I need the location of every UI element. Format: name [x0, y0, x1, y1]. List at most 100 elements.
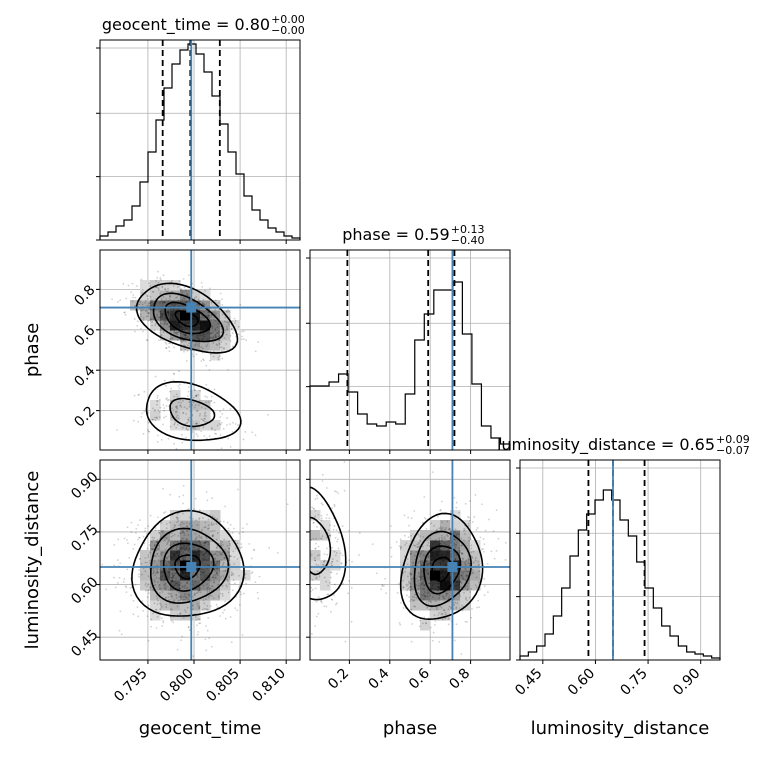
scatter-point-phase-vs-luminosity_distance [327, 584, 330, 587]
scatter-point-phase-vs-luminosity_distance [447, 544, 450, 547]
scatter-point-phase-vs-luminosity_distance [315, 542, 317, 545]
scatter-point-phase-vs-luminosity_distance [441, 577, 444, 580]
scatter-point-geocent_time-vs-luminosity_distance [234, 607, 237, 610]
scatter-point-geocent_time-vs-phase [175, 426, 178, 429]
contour-geocent_time-vs-phase-0-0 [174, 310, 199, 328]
scatter-point-phase-vs-luminosity_distance [440, 554, 443, 557]
density-cell-phase-vs-luminosity_distance [450, 540, 461, 551]
scatter-point-geocent_time-vs-luminosity_distance [164, 579, 167, 581]
scatter-point-geocent_time-vs-luminosity_distance [223, 609, 226, 612]
density-cell-geocent_time-vs-luminosity_distance [150, 580, 161, 591]
scatter-point-geocent_time-vs-phase [182, 340, 185, 342]
scatter-point-geocent_time-vs-phase [193, 297, 196, 299]
scatter-point-geocent_time-vs-luminosity_distance [195, 553, 197, 556]
scatter-point-geocent_time-vs-phase [172, 317, 174, 320]
scatter-point-geocent_time-vs-luminosity_distance [216, 562, 219, 564]
scatter-point-geocent_time-vs-phase [171, 321, 173, 324]
scatter-point-geocent_time-vs-luminosity_distance [187, 549, 190, 552]
scatter-point-geocent_time-vs-luminosity_distance [215, 572, 218, 575]
scatter-point-phase-vs-luminosity_distance [469, 538, 472, 541]
scatter-point-phase-vs-luminosity_distance [413, 544, 415, 547]
scatter-point-geocent_time-vs-phase [147, 421, 150, 424]
scatter-point-phase-vs-luminosity_distance [337, 547, 340, 550]
scatter-point-phase-vs-luminosity_distance [445, 555, 448, 557]
scatter-point-geocent_time-vs-luminosity_distance [148, 559, 151, 562]
density-cell-geocent_time-vs-phase [150, 410, 161, 421]
scatter-point-geocent_time-vs-luminosity_distance [156, 538, 159, 541]
scatter-point-geocent_time-vs-luminosity_distance [179, 545, 181, 547]
density-cell-geocent_time-vs-phase [190, 420, 201, 431]
scatter-point-phase-vs-luminosity_distance [439, 527, 442, 530]
scatter-point-phase-vs-luminosity_distance [424, 595, 427, 598]
scatter-point-phase-vs-luminosity_distance [455, 585, 458, 588]
scatter-point-geocent_time-vs-phase [146, 311, 149, 314]
density-cell-phase-vs-luminosity_distance [440, 530, 451, 541]
scatter-point-geocent_time-vs-phase [196, 313, 199, 316]
scatter-point-phase-vs-luminosity_distance [483, 594, 486, 596]
scatter-point-geocent_time-vs-phase [198, 322, 201, 325]
title-plus-geocent_time: +0.00 [271, 13, 305, 26]
scatter-point-phase-vs-luminosity_distance [425, 560, 428, 563]
scatter-point-phase-vs-luminosity_distance [455, 607, 458, 610]
scatter-point-geocent_time-vs-luminosity_distance [204, 542, 206, 544]
scatter-point-geocent_time-vs-luminosity_distance [169, 544, 172, 546]
scatter-point-phase-vs-luminosity_distance [447, 528, 450, 531]
scatter-point-geocent_time-vs-phase [162, 301, 165, 303]
scatter-point-geocent_time-vs-luminosity_distance [169, 576, 172, 579]
scatter-point-geocent_time-vs-luminosity_distance [216, 517, 218, 520]
scatter-point-geocent_time-vs-luminosity_distance [156, 615, 159, 618]
scatter-point-phase-vs-luminosity_distance [468, 516, 470, 519]
scatter-point-geocent_time-vs-luminosity_distance [188, 579, 191, 581]
scatter-point-phase-vs-luminosity_distance [418, 582, 420, 585]
scatter-point-geocent_time-vs-phase [209, 353, 212, 356]
scatter-point-phase-vs-luminosity_distance [419, 539, 421, 542]
scatter-point-geocent_time-vs-luminosity_distance [179, 549, 182, 552]
scatter-point-phase-vs-luminosity_distance [442, 569, 445, 572]
scatter-point-geocent_time-vs-luminosity_distance [185, 539, 187, 542]
scatter-point-geocent_time-vs-phase [195, 409, 198, 412]
scatter-point-phase-vs-luminosity_distance [461, 574, 464, 577]
scatter-point-phase-vs-luminosity_distance [464, 587, 467, 589]
scatter-point-phase-vs-luminosity_distance [343, 461, 346, 463]
scatter-point-geocent_time-vs-phase [180, 325, 183, 328]
scatter-point-phase-vs-luminosity_distance [323, 576, 326, 579]
scatter-point-phase-vs-luminosity_distance [453, 496, 456, 499]
scatter-point-geocent_time-vs-phase [162, 296, 165, 298]
scatter-point-geocent_time-vs-phase [163, 320, 166, 323]
scatter-point-geocent_time-vs-phase [217, 322, 219, 325]
density-cell-geocent_time-vs-phase [230, 320, 241, 331]
density-cell-geocent_time-vs-luminosity_distance [170, 510, 181, 521]
scatter-point-geocent_time-vs-phase [218, 342, 221, 345]
scatter-point-phase-vs-luminosity_distance [447, 623, 450, 626]
scatter-point-geocent_time-vs-phase [133, 330, 136, 333]
scatter-point-geocent_time-vs-luminosity_distance [178, 546, 181, 549]
scatter-point-geocent_time-vs-phase [185, 412, 188, 415]
scatter-point-geocent_time-vs-phase [216, 326, 219, 329]
scatter-point-phase-vs-luminosity_distance [432, 631, 435, 634]
ytick-label-luminosity_distance-1: 0.60 [68, 574, 101, 607]
scatter-point-geocent_time-vs-phase [227, 323, 230, 326]
density-cell-geocent_time-vs-luminosity_distance [220, 530, 231, 541]
scatter-point-geocent_time-vs-phase [123, 311, 125, 314]
scatter-point-geocent_time-vs-luminosity_distance [230, 571, 233, 574]
scatter-point-geocent_time-vs-phase [154, 324, 157, 327]
scatter-point-geocent_time-vs-luminosity_distance [146, 561, 149, 564]
scatter-point-geocent_time-vs-luminosity_distance [158, 588, 161, 591]
scatter-point-geocent_time-vs-phase [200, 334, 203, 337]
scatter-point-phase-vs-luminosity_distance [410, 550, 413, 553]
scatter-point-geocent_time-vs-phase [168, 308, 171, 311]
scatter-point-phase-vs-luminosity_distance [436, 554, 439, 557]
scatter-point-geocent_time-vs-phase [241, 330, 244, 333]
scatter-point-geocent_time-vs-phase [182, 333, 185, 336]
scatter-point-phase-vs-luminosity_distance [427, 591, 430, 593]
density-cell-phase-vs-luminosity_distance [400, 540, 411, 551]
scatter-point-geocent_time-vs-luminosity_distance [181, 557, 184, 560]
scatter-point-phase-vs-luminosity_distance [331, 598, 334, 601]
scatter-point-phase-vs-luminosity_distance [483, 543, 486, 545]
scatter-point-phase-vs-luminosity_distance [440, 607, 443, 609]
scatter-point-geocent_time-vs-phase [156, 313, 159, 316]
scatter-point-geocent_time-vs-luminosity_distance [203, 544, 206, 547]
density-cell-geocent_time-vs-phase [210, 300, 221, 311]
scatter-point-geocent_time-vs-phase [156, 440, 159, 443]
density-cell-geocent_time-vs-luminosity_distance [190, 600, 201, 611]
